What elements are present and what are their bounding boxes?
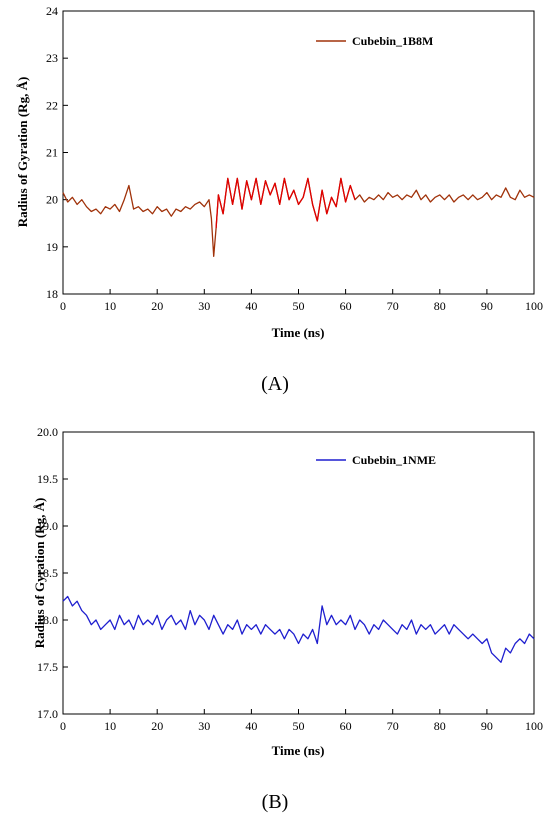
- legend-a: Cubebin_1B8M: [316, 34, 433, 48]
- panel-label-b: (B): [262, 791, 289, 813]
- x-tick-label: 80: [434, 299, 446, 313]
- x-tick-label: 10: [104, 719, 116, 733]
- x-tick-label: 60: [340, 719, 352, 733]
- y-tick-label: 23: [46, 51, 58, 65]
- x-axis-title-a: Time (ns): [272, 325, 325, 340]
- x-tick-label: 100: [525, 299, 543, 313]
- y-tick-label: 20: [46, 193, 58, 207]
- panel-label-a: (A): [261, 373, 289, 395]
- x-ticks-b: 0 10 20 30 40 50 60 70 80 90 100: [60, 709, 543, 733]
- x-tick-label: 40: [245, 719, 257, 733]
- y-tick-label: 18.0: [37, 613, 58, 627]
- y-tick-label: 19.5: [37, 472, 58, 486]
- chart-panel-b: 0 10 20 30 40 50 60 70 80 90 100 17.017.518.018.51…: [32, 425, 543, 813]
- y-tick-label: 17.5: [37, 660, 58, 674]
- chart-panel-a: 0 10 20 30 40 50 60 70 80 90 100 18 19 20 21 22 23 24 Ti…: [15, 4, 543, 395]
- x-ticks-a: 0 10 20 30 40 50 60 70 80 90 100: [60, 289, 543, 313]
- x-tick-label: 60: [340, 299, 352, 313]
- x-tick-label: 50: [293, 299, 305, 313]
- x-tick-label: 10: [104, 299, 116, 313]
- x-tick-label: 90: [481, 719, 493, 733]
- y-ticks-a: 18 19 20 21 22 23 24: [46, 4, 68, 301]
- y-axis-title-a: Radius of Gyration (Rg, Å): [15, 77, 30, 228]
- legend-label-b: Cubebin_1NME: [352, 453, 436, 467]
- y-tick-label: 17.0: [37, 707, 58, 721]
- series-lines-b: [62, 595, 535, 663]
- legend-label-a: Cubebin_1B8M: [352, 34, 433, 48]
- x-tick-label: 30: [198, 299, 210, 313]
- x-tick-label: 20: [151, 719, 163, 733]
- series-line-highlight: [215, 177, 356, 229]
- series-lines-a: [62, 177, 535, 257]
- y-tick-label: 19.0: [37, 519, 58, 533]
- y-tick-label: 22: [46, 98, 58, 112]
- x-tick-label: 0: [60, 719, 66, 733]
- x-tick-label: 50: [293, 719, 305, 733]
- y-tick-label: 19: [46, 240, 58, 254]
- x-tick-label: 80: [434, 719, 446, 733]
- y-tick-label: 18.5: [37, 566, 58, 580]
- y-axis-title-b: Radius of Gyration (Rg, Å): [32, 498, 47, 649]
- x-tick-label: 30: [198, 719, 210, 733]
- x-tick-label: 70: [387, 719, 399, 733]
- x-tick-label: 20: [151, 299, 163, 313]
- legend-b: Cubebin_1NME: [316, 453, 436, 467]
- y-ticks-b: 17.0 17.5 18.0 18.5 19.0 19.5 20.0: [37, 425, 68, 721]
- series-line-1: [62, 595, 535, 663]
- x-tick-label: 0: [60, 299, 66, 313]
- x-tick-label: 40: [245, 299, 257, 313]
- y-tick-label: 18: [46, 287, 58, 301]
- x-tick-label: 100: [525, 719, 543, 733]
- y-tick-label: 20.0: [37, 425, 58, 439]
- y-tick-label: 24: [46, 4, 58, 18]
- x-tick-label: 70: [387, 299, 399, 313]
- y-tick-label: 21: [46, 146, 58, 160]
- x-axis-title-b: Time (ns): [272, 743, 325, 758]
- x-tick-label: 90: [481, 299, 493, 313]
